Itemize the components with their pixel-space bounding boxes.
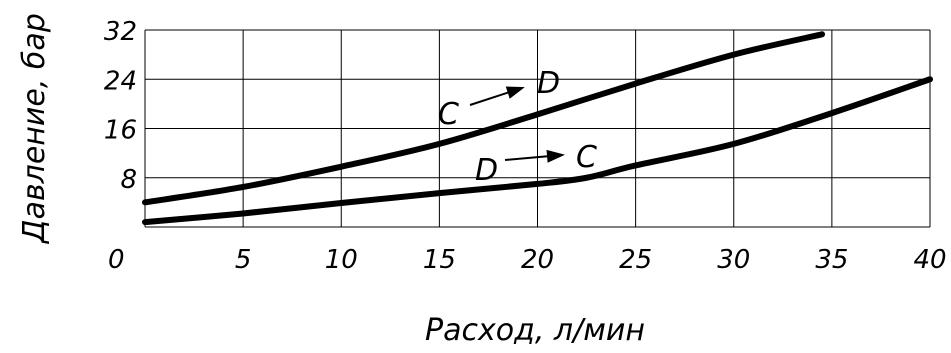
curve-annotations: CDD C [438,66,597,188]
x-tick-label: 5 [235,245,252,275]
x-tick-label: 25 [619,245,652,275]
annotation-from-label: C [438,97,459,132]
annotation-arrow-shaft [505,156,552,160]
annotation-arrow-shaft [470,91,512,105]
y-tick-label: 24 [104,66,137,96]
annotation-arrowhead [548,151,562,161]
x-tick-label: 30 [717,245,750,275]
x-tick-label: 15 [423,245,456,275]
annotation-to-label: C [576,140,597,175]
y-tick-labels: 8 16 24 32 [104,17,137,195]
x-tick-labels: 0 5 10 15 20 25 30 35 40 [108,245,947,275]
annotation-from-label: D [475,153,498,188]
annotation-arrowhead [507,88,522,98]
annotation-to-label: D [537,66,560,101]
grid [145,30,930,227]
x-tick-label: 10 [325,245,358,275]
x-tick-label: 35 [815,245,848,275]
y-tick-label: 8 [120,165,137,195]
x-tick-label: 20 [521,245,554,275]
y-axis-title: Давление, бар [17,13,52,245]
y-tick-label: 32 [104,17,137,47]
x-tick-label: 0 [108,245,125,275]
x-axis-title: Расход, л/мин [425,313,645,348]
y-tick-label: 16 [104,116,137,146]
x-tick-label: 40 [913,245,946,275]
